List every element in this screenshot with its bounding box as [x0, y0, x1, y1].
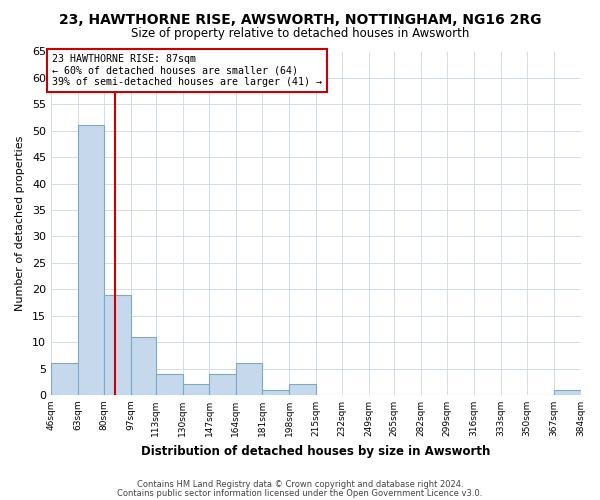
- Text: 23 HAWTHORNE RISE: 87sqm
← 60% of detached houses are smaller (64)
39% of semi-d: 23 HAWTHORNE RISE: 87sqm ← 60% of detach…: [52, 54, 322, 88]
- Text: 23, HAWTHORNE RISE, AWSWORTH, NOTTINGHAM, NG16 2RG: 23, HAWTHORNE RISE, AWSWORTH, NOTTINGHAM…: [59, 12, 541, 26]
- Text: Size of property relative to detached houses in Awsworth: Size of property relative to detached ho…: [131, 28, 469, 40]
- Bar: [289, 384, 316, 395]
- Bar: [236, 363, 262, 395]
- Bar: [104, 294, 131, 395]
- Bar: [554, 390, 581, 395]
- Text: Contains HM Land Registry data © Crown copyright and database right 2024.: Contains HM Land Registry data © Crown c…: [137, 480, 463, 489]
- Bar: [182, 384, 209, 395]
- Y-axis label: Number of detached properties: Number of detached properties: [15, 136, 25, 311]
- Bar: [51, 363, 77, 395]
- Bar: [131, 337, 156, 395]
- Text: Contains public sector information licensed under the Open Government Licence v3: Contains public sector information licen…: [118, 488, 482, 498]
- X-axis label: Distribution of detached houses by size in Awsworth: Distribution of detached houses by size …: [141, 444, 490, 458]
- Bar: [262, 390, 289, 395]
- Bar: [156, 374, 182, 395]
- Bar: [77, 126, 104, 395]
- Bar: [209, 374, 236, 395]
